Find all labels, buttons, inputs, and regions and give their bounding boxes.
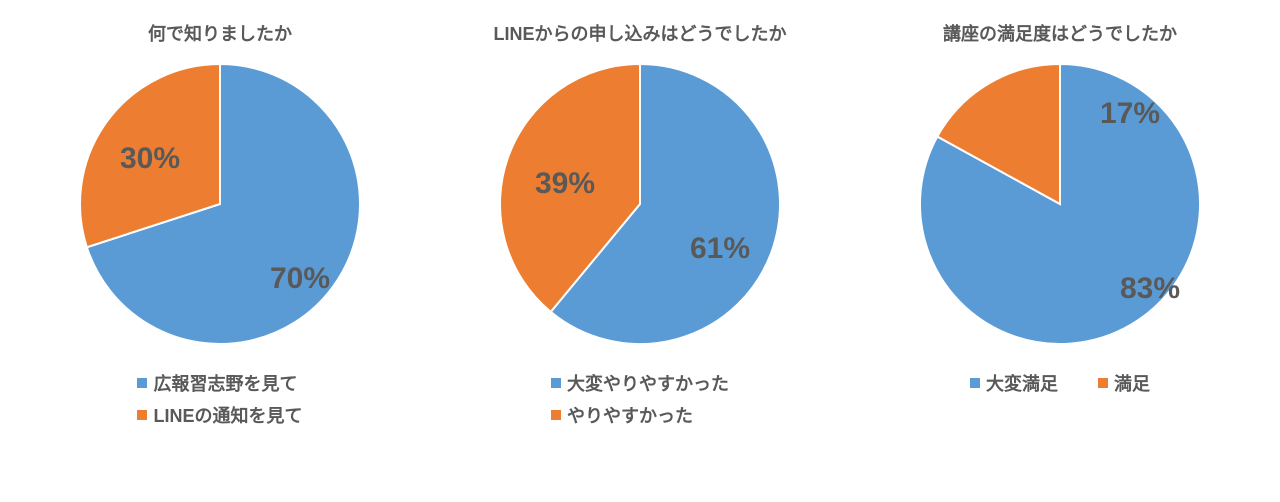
chart-title: 何で知りましたか xyxy=(148,20,292,46)
legend-label-1: LINEの通知を見て xyxy=(153,402,302,428)
legend-swatch-0 xyxy=(970,378,980,388)
chart-satisfaction: 講座の満足度はどうでしたか 83% 17% 大変満足 満足 xyxy=(850,20,1270,396)
legend-swatch-0 xyxy=(551,378,561,388)
legend-item-0: 大変満足 xyxy=(970,370,1058,396)
legend: 大変満足 満足 xyxy=(970,370,1150,396)
legend-label-0: 大変満足 xyxy=(986,370,1058,396)
pct-label-0: 70% xyxy=(270,262,330,296)
pie-wrap: 61% 39% xyxy=(500,64,780,344)
legend-item-0: 大変やりやすかった xyxy=(551,370,729,396)
chart-title: 講座の満足度はどうでしたか xyxy=(943,20,1177,46)
pct-label-1: 17% xyxy=(1100,97,1160,131)
legend-swatch-1 xyxy=(1098,378,1108,388)
pie-chart xyxy=(500,64,780,344)
legend-label-0: 広報習志野を見て xyxy=(153,370,297,396)
pct-label-0: 61% xyxy=(690,232,750,266)
charts-row: 何で知りましたか 70% 30% 広報習志野を見て LINEの通知を見て LINEからの申… xyxy=(0,0,1280,502)
legend-item-1: LINEの通知を見て xyxy=(137,402,302,428)
chart-how-known: 何で知りましたか 70% 30% 広報習志野を見て LINEの通知を見て xyxy=(10,20,430,428)
legend-label-0: 大変やりやすかった xyxy=(567,370,729,396)
legend-swatch-0 xyxy=(137,378,147,388)
legend-swatch-1 xyxy=(137,410,147,420)
legend: 大変やりやすかったやりやすかった xyxy=(551,370,729,428)
legend: 広報習志野を見て LINEの通知を見て xyxy=(137,370,302,428)
legend-item-1: 満足 xyxy=(1098,370,1150,396)
legend-label-1: 満足 xyxy=(1114,370,1150,396)
pct-label-0: 83% xyxy=(1120,272,1180,306)
pct-label-1: 30% xyxy=(120,142,180,176)
chart-title: LINEからの申し込みはどうでしたか xyxy=(494,20,787,46)
chart-line-apply: LINEからの申し込みはどうでしたか 61% 39% 大変やりやすかったやりやすかった xyxy=(430,20,850,428)
legend-swatch-1 xyxy=(551,410,561,420)
pie-chart xyxy=(80,64,360,344)
legend-label-1: やりやすかった xyxy=(567,402,693,428)
legend-item-1: やりやすかった xyxy=(551,402,693,428)
pct-label-1: 39% xyxy=(535,167,595,201)
legend-item-0: 広報習志野を見て xyxy=(137,370,297,396)
pie-wrap: 83% 17% xyxy=(920,64,1200,344)
pie-wrap: 70% 30% xyxy=(80,64,360,344)
